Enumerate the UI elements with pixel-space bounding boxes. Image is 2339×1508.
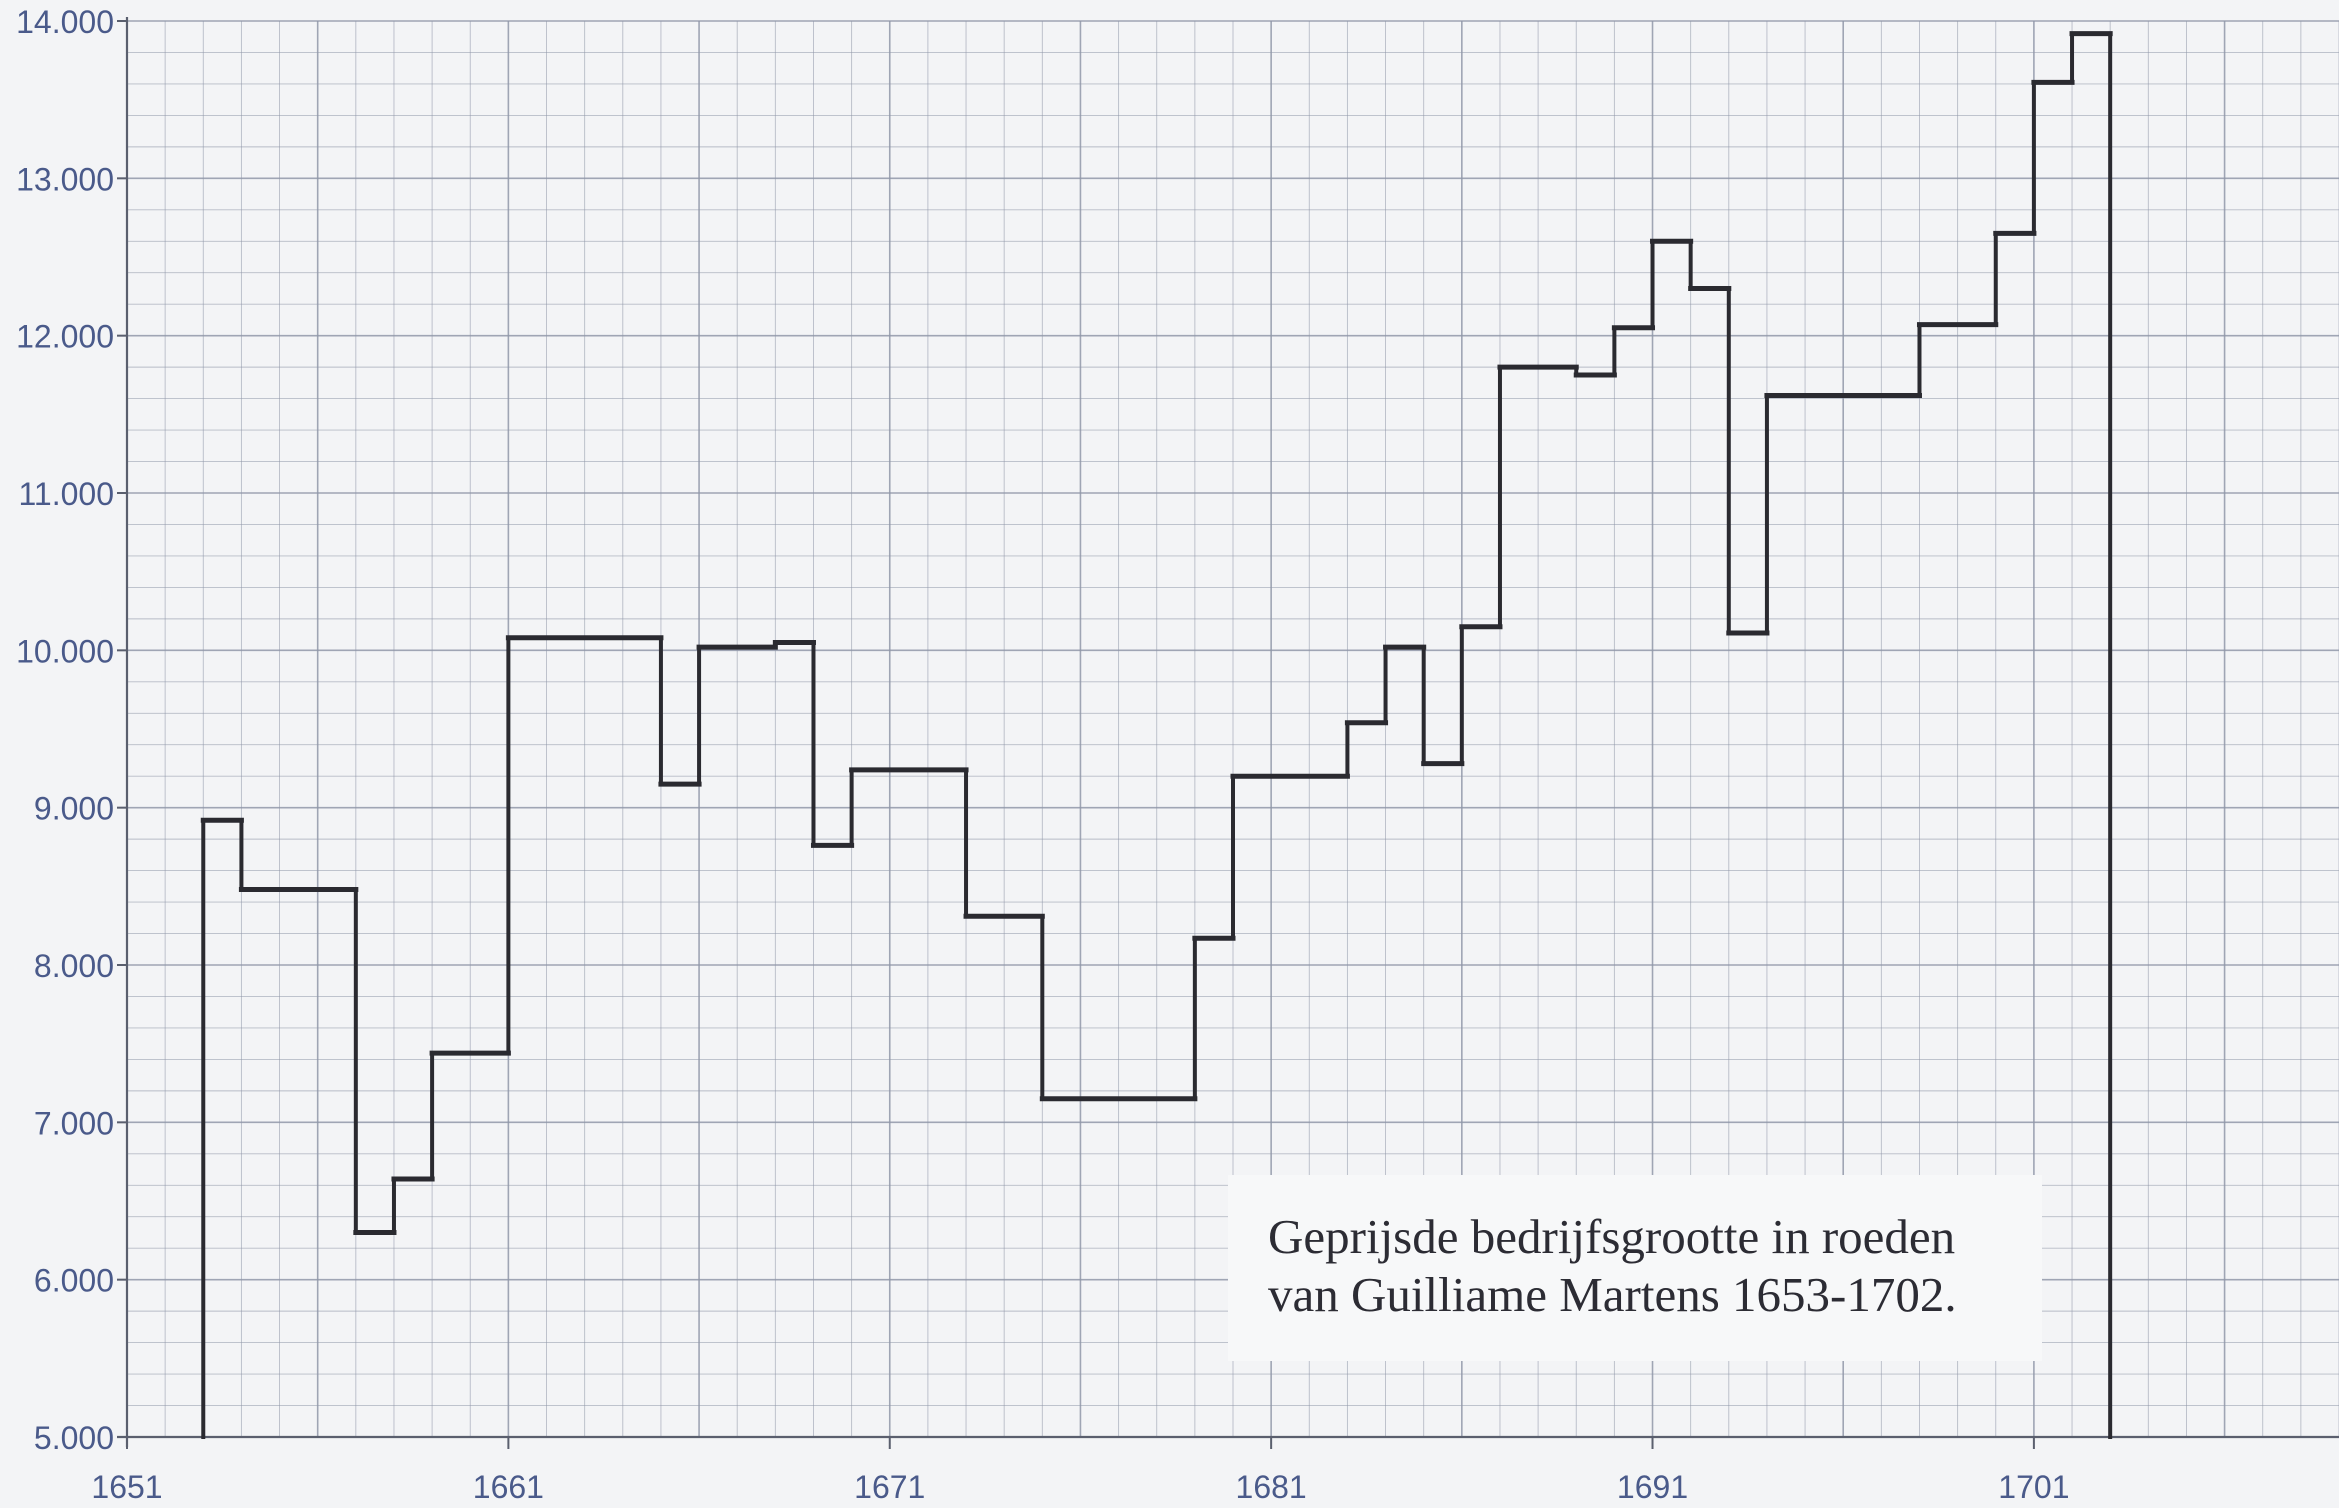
y-tick-label: 6.000 — [34, 1263, 114, 1299]
y-tick-label: 8.000 — [34, 948, 114, 984]
y-tick-label: 10.000 — [16, 633, 114, 669]
annotation-line-1: Geprijsde bedrijfsgrootte in roeden — [1268, 1209, 1955, 1264]
x-tick-label: 1701 — [1998, 1469, 2069, 1505]
x-tick-label: 1671 — [854, 1469, 925, 1505]
y-tick-label: 5.000 — [34, 1420, 114, 1456]
x-tick-label: 1661 — [473, 1469, 544, 1505]
y-tick-label: 14.000 — [16, 4, 114, 40]
y-tick-label: 12.000 — [16, 319, 114, 355]
series-layer — [200, 31, 2113, 1439]
y-tick-label: 7.000 — [34, 1105, 114, 1141]
y-tick-label: 9.000 — [34, 791, 114, 827]
y-tick-label: 11.000 — [19, 476, 115, 512]
x-tick-label: 1681 — [1236, 1469, 1307, 1505]
x-tick-label: 1651 — [91, 1469, 162, 1505]
axes — [117, 17, 2339, 1447]
y-axis-ticks: 5.000 6.000 7.000 8.000 9.000 10.000 11.000 12.… — [16, 4, 127, 1456]
y-tick-label: 13.000 — [16, 161, 114, 197]
annotation-line-2: van Guilliame Martens 1653-1702. — [1268, 1267, 1957, 1322]
x-axis-ticks: 1651 1661 1671 1681 1691 1701 — [91, 1437, 2069, 1505]
x-tick-label: 1691 — [1617, 1469, 1688, 1505]
annotation-box — [1228, 1175, 2042, 1361]
annotation: Geprijsde bedrijfsgrootte in roeden van … — [1228, 1175, 2042, 1361]
